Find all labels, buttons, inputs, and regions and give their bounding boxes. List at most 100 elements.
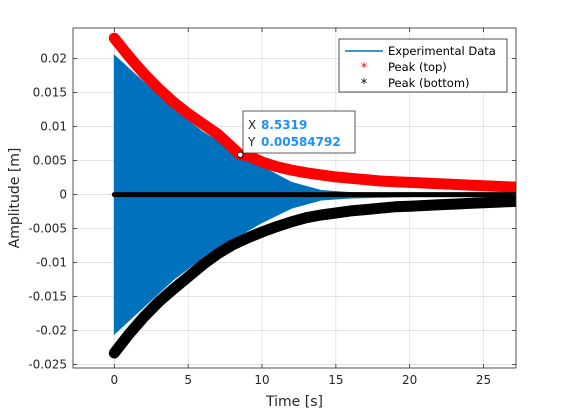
peak-top-point — [305, 171, 308, 174]
y-tick-label: -0.005 — [28, 222, 67, 236]
datatip-y-label: Y — [247, 135, 256, 149]
peak-top-point — [364, 178, 367, 181]
peak-bottom-point — [334, 211, 337, 215]
y-tick-label: 0.02 — [40, 52, 67, 66]
series-zero-line — [111, 192, 516, 198]
legend-marker-peak-bottom: * — [361, 77, 368, 92]
y-tick-label: -0.02 — [36, 324, 67, 338]
peak-bottom-point — [482, 201, 485, 204]
peak-bottom-point — [275, 225, 278, 228]
peak-top-point — [246, 154, 249, 157]
legend-marker-peak-top: * — [361, 61, 368, 76]
peak-top-point — [201, 122, 205, 126]
legend-label-peak-bottom: Peak (bottom) — [388, 76, 470, 90]
peak-top-point — [260, 160, 264, 164]
peak-bottom-point — [172, 287, 175, 291]
peak-bottom-point — [408, 205, 411, 208]
datatip[interactable]: X 8.5319 Y 0.00584792 — [237, 110, 356, 159]
peak-top-point — [497, 185, 500, 188]
peak-bottom-point — [246, 236, 249, 240]
peak-bottom-point — [349, 209, 352, 213]
x-tick-label: 25 — [476, 373, 491, 387]
peak-top-point — [231, 146, 234, 149]
peak-top-point — [408, 181, 411, 184]
peak-bottom-point — [187, 275, 190, 279]
peak-bottom-point — [467, 202, 470, 205]
peak-top-point — [482, 184, 485, 187]
peak-bottom-point — [364, 208, 367, 211]
peak-top-point — [452, 183, 456, 186]
peak-bottom-point — [157, 300, 160, 304]
zero-line-point — [201, 193, 205, 196]
peak-top-point — [290, 168, 293, 172]
legend[interactable]: Experimental Data * Peak (top) * Peak (b… — [338, 38, 508, 93]
x-tick-label: 20 — [402, 373, 417, 387]
peak-top-point — [319, 173, 323, 177]
series-peak-top — [108, 32, 516, 193]
peak-bottom-point — [290, 220, 293, 223]
peak-bottom-point — [260, 230, 264, 234]
x-tick-labels: 0 5 10 15 20 25 — [111, 373, 492, 387]
peak-top-point — [393, 180, 397, 183]
peak-bottom-point — [113, 351, 116, 355]
peak-top-point — [438, 182, 441, 185]
zero-line-point — [260, 193, 264, 196]
x-tick-label: 5 — [184, 373, 192, 387]
y-tick-labels: 0.02 0.015 0.01 0.005 0 -0.005 -0.01 -0.015 -0.0… — [28, 52, 67, 372]
datatip-y-value: 0.00584792 — [261, 135, 341, 149]
peak-bottom-point — [497, 200, 500, 204]
x-tick-label: 0 — [111, 373, 119, 387]
peak-top-point — [172, 100, 175, 104]
y-tick-label: -0.01 — [36, 256, 67, 270]
legend-label-experimental-data: Experimental Data — [388, 44, 496, 58]
y-tick-label: 0 — [59, 188, 67, 202]
zero-line-point — [497, 193, 500, 196]
zero-line-point — [438, 193, 441, 196]
legend-label-peak-top: Peak (top) — [388, 60, 447, 74]
y-tick-label: 0.015 — [33, 86, 67, 100]
datatip-x-label: X — [248, 118, 256, 132]
peak-bottom-point — [393, 205, 397, 208]
plot-content — [108, 32, 516, 359]
datatip-box — [242, 110, 356, 154]
zero-line-point — [290, 193, 293, 196]
zero-line-point — [113, 193, 116, 196]
peak-bottom-point — [127, 332, 131, 336]
peak-top-point — [378, 179, 382, 183]
zero-line-point — [408, 193, 411, 196]
peak-bottom-point — [438, 203, 441, 206]
zero-line-point — [142, 193, 146, 196]
ticks — [73, 28, 516, 368]
peak-top-point — [467, 183, 470, 187]
peak-top-point — [142, 72, 146, 75]
peak-bottom-point — [452, 202, 456, 206]
peak-bottom-point — [201, 263, 205, 266]
peak-bottom-band — [108, 195, 516, 359]
y-tick-label: -0.015 — [28, 290, 67, 304]
x-axis-label: Time [s] — [265, 394, 323, 410]
peak-top-point — [349, 177, 352, 180]
legend-box — [338, 38, 508, 93]
peak-top-point — [127, 55, 131, 58]
zero-line-point — [467, 193, 470, 196]
peak-bottom-point — [305, 216, 308, 219]
datatip-marker[interactable] — [237, 151, 244, 159]
y-tick-label: 0.01 — [40, 120, 67, 134]
zero-line-point — [231, 193, 234, 196]
peak-bottom-point — [142, 315, 146, 319]
peak-top-point — [423, 181, 426, 185]
peak-top-point — [187, 112, 190, 115]
peak-top-point — [157, 87, 160, 90]
peak-top-point — [113, 37, 116, 40]
peak-bottom-point — [319, 213, 323, 217]
y-tick-label: 0.005 — [33, 154, 67, 168]
y-axis-label: Amplitude [m] — [7, 148, 23, 249]
peak-top-point — [334, 175, 337, 179]
x-tick-label: 10 — [254, 373, 269, 387]
zero-line-point — [378, 193, 382, 196]
peak-bottom-point — [231, 243, 234, 247]
peak-top-point — [275, 165, 278, 168]
zero-line-point — [319, 193, 323, 196]
y-tick-label: -0.025 — [28, 358, 67, 372]
